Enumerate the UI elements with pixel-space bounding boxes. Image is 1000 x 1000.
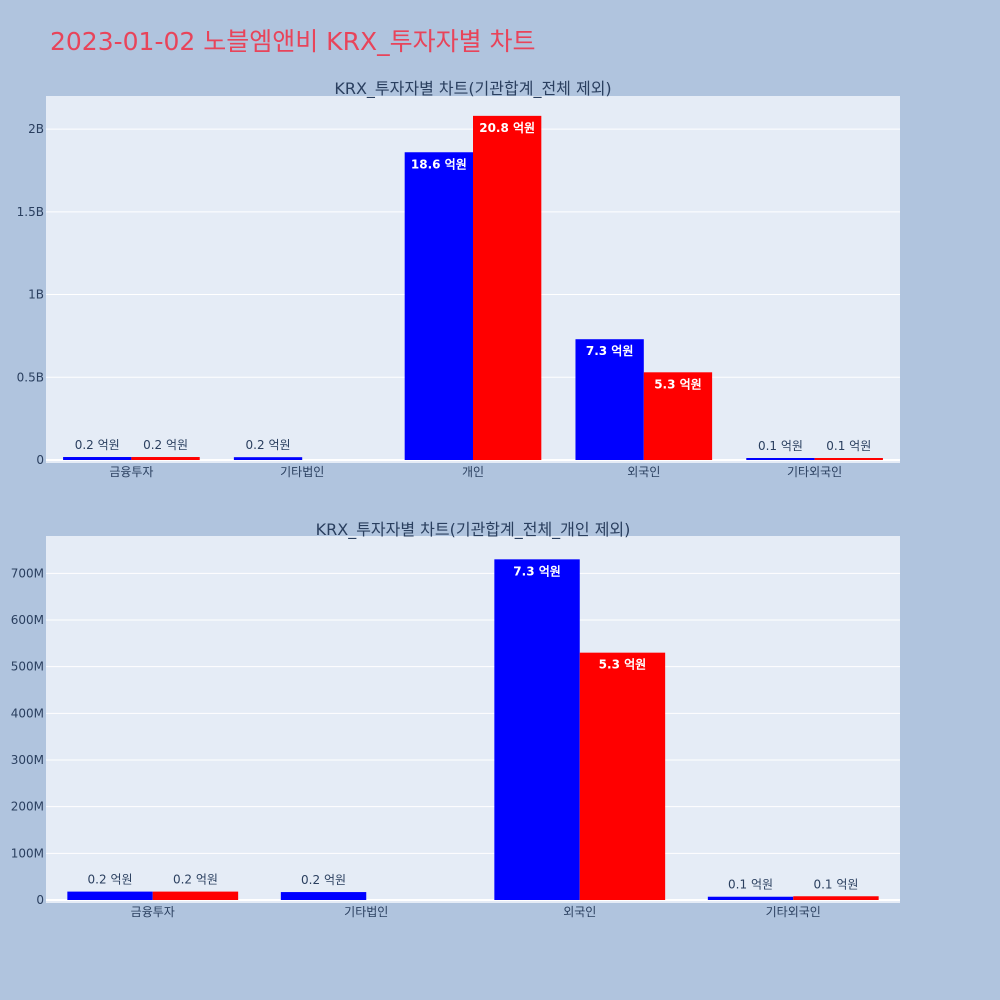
y-tick-label: 400M xyxy=(11,706,44,720)
x-tick-label: 기타외국인 xyxy=(787,465,842,479)
x-tick-label: 개인 xyxy=(462,465,484,479)
data-label: 0.2 억원 xyxy=(75,438,120,452)
y-tick-label: 1B xyxy=(28,288,44,302)
y-tick-label: 500M xyxy=(11,660,44,674)
bar xyxy=(152,891,239,900)
data-label: 0.2 억원 xyxy=(173,873,218,887)
data-label: 0.1 억원 xyxy=(728,878,773,892)
y-tick-label: 2B xyxy=(28,122,44,136)
page-title: 2023-01-02 노블엠앤비 KRX_투자자별 차트 xyxy=(50,27,536,56)
bar xyxy=(579,652,666,900)
x-tick-label: 기타법인 xyxy=(280,465,324,479)
x-tick-label: 외국인 xyxy=(563,905,596,919)
y-tick-label: 300M xyxy=(11,753,44,767)
y-tick-label: 0.5B xyxy=(17,370,44,384)
bar xyxy=(473,115,542,460)
data-label: 7.3 억원 xyxy=(513,564,561,578)
data-label: 0.2 억원 xyxy=(143,438,188,452)
y-tick-label: 0 xyxy=(36,453,44,467)
bar xyxy=(67,891,153,900)
data-label: 5.3 억원 xyxy=(654,377,702,391)
y-tick-label: 1.5B xyxy=(17,205,44,219)
x-tick-label: 외국인 xyxy=(627,465,660,479)
data-label: 0.1 억원 xyxy=(826,439,871,453)
bar xyxy=(814,458,883,460)
chart-top: 0 0.5B 1B 1.5B 2B KRX_투자자별 차트(기관합계_전체 제외) 금융투자… xyxy=(17,79,900,479)
x-tick-label: 금융투자 xyxy=(131,905,175,919)
y-tick-label: 0 xyxy=(36,893,44,907)
bar xyxy=(793,896,879,900)
bar xyxy=(575,339,644,460)
x-tick-label: 기타법인 xyxy=(344,905,388,919)
data-label: 0.2 억원 xyxy=(88,873,133,887)
y-tick-label: 200M xyxy=(11,800,44,814)
y-tick-label: 100M xyxy=(11,846,44,860)
bar xyxy=(707,896,794,900)
x-tick-label: 금융투자 xyxy=(109,465,153,479)
bar xyxy=(494,559,580,900)
chart-title: KRX_투자자별 차트(기관합계_전체_개인 제외) xyxy=(316,520,631,540)
bar xyxy=(280,892,367,900)
data-label: 7.3 억원 xyxy=(586,344,634,358)
bar xyxy=(233,457,303,460)
data-label: 5.3 억원 xyxy=(599,658,647,672)
bar xyxy=(643,372,713,460)
y-tick-label: 700M xyxy=(11,566,44,580)
y-tick-label: 600M xyxy=(11,613,44,627)
bar xyxy=(404,152,473,460)
x-tick-label: 기타외국인 xyxy=(766,905,821,919)
data-label: 0.1 억원 xyxy=(758,439,803,453)
data-label: 20.8 억원 xyxy=(479,121,535,135)
data-label: 0.2 억원 xyxy=(246,438,291,452)
bar xyxy=(131,457,200,460)
data-label: 18.6 억원 xyxy=(411,157,467,171)
data-label: 0.1 억원 xyxy=(813,877,858,891)
data-label: 0.2 억원 xyxy=(301,873,346,887)
plot-area xyxy=(46,536,900,903)
chart-title: KRX_투자자별 차트(기관합계_전체 제외) xyxy=(334,79,611,99)
bar xyxy=(63,457,132,460)
bar xyxy=(746,458,815,460)
